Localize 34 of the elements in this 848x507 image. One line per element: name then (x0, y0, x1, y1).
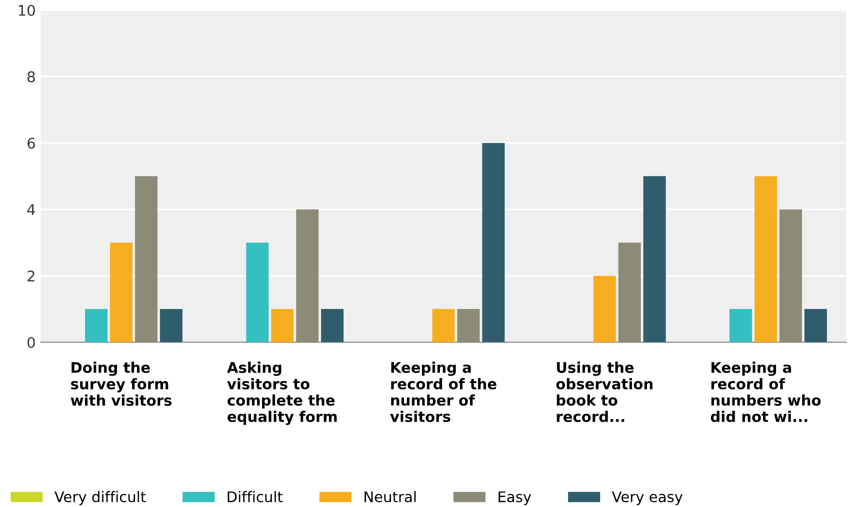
bar (85, 309, 108, 342)
y-tick-label: 10 (18, 4, 35, 16)
x-tick-label: Asking visitors to complete the equality form (227, 362, 337, 425)
y-tick-label: 0 (28, 336, 35, 348)
bar (730, 309, 752, 342)
legend-label: Very difficult (54, 490, 146, 506)
bar (296, 209, 319, 342)
legend-label: Easy (498, 491, 532, 506)
bar (779, 209, 802, 342)
x-tick-label: Keeping a record of numbers who did not wi... (710, 362, 821, 422)
legend-label: Neutral (364, 490, 416, 502)
bar (432, 309, 455, 342)
legend-label: Difficult (228, 490, 283, 502)
y-tick-label: 4 (27, 204, 36, 215)
bar (246, 242, 269, 342)
y-tick-label: 6 (28, 138, 35, 149)
x-tick-label: Doing the survey form with visitors (70, 362, 172, 406)
y-tick-label: 2 (28, 270, 34, 282)
bar (110, 242, 132, 342)
bar (804, 309, 827, 342)
x-tick-label: Keeping a record of the number of visitors (390, 362, 496, 422)
y-tick-label: 8 (28, 71, 35, 82)
bar (643, 176, 666, 342)
bar (321, 309, 344, 342)
legend-label: Very easy (612, 491, 683, 506)
bar (160, 309, 182, 342)
bar (457, 309, 480, 342)
bar (271, 309, 294, 342)
bar (618, 242, 641, 342)
bar (754, 176, 777, 342)
bar (135, 176, 158, 342)
x-tick-label: Using the observation book to record... (556, 362, 652, 422)
bar (593, 276, 616, 342)
bar (482, 142, 505, 342)
